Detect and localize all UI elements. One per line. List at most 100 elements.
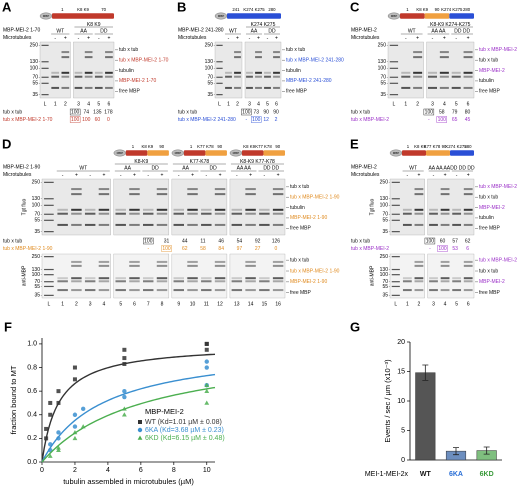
quant-box [251, 116, 262, 123]
point [122, 388, 127, 394]
band [156, 223, 168, 226]
point [121, 412, 127, 417]
band [61, 71, 70, 74]
band-label: MBP-MEI-2 [479, 68, 505, 74]
microtubule-sign: + [87, 35, 90, 41]
domain-segment [183, 150, 206, 156]
band [129, 223, 140, 226]
band-label: tub x tub [290, 184, 309, 190]
band-label: free MBP [479, 226, 501, 232]
quant-value: 100 [144, 238, 153, 244]
band [463, 51, 473, 54]
band [440, 289, 450, 292]
error-bar [422, 364, 429, 381]
band [201, 223, 212, 226]
band [245, 260, 256, 263]
blot-label: anti-MBP [369, 265, 375, 286]
band [84, 212, 96, 215]
band [84, 71, 93, 74]
band [234, 51, 241, 54]
band [245, 280, 256, 283]
ladder-band [216, 44, 223, 46]
x-tick-label: WT [420, 471, 432, 478]
row-label: Microtubules [178, 35, 207, 41]
diagram-label: 90 [159, 144, 164, 149]
band [273, 86, 280, 89]
band [201, 208, 212, 211]
gel [426, 41, 475, 99]
band [173, 208, 184, 211]
microtubule-sign: + [64, 35, 67, 41]
band [440, 193, 450, 196]
band-label: tub x tub [119, 47, 138, 53]
diagram-label: K274 K275 [243, 7, 265, 12]
band [71, 208, 82, 211]
mw-label: 70 [207, 75, 213, 81]
band [246, 86, 253, 89]
band-label: tub x MBP-MEI-2 [479, 47, 517, 53]
error-bar [483, 446, 490, 455]
lane-number: 6 [275, 101, 278, 107]
ladder-band [391, 213, 400, 215]
x-axis-label: tubulin assembled in microtubules (µM) [63, 477, 194, 486]
band [98, 193, 110, 196]
microtubule-sign: - [120, 172, 122, 178]
domain-segment [205, 150, 227, 156]
diagram-label: 90 [435, 7, 440, 12]
band-label: tub x tub [479, 195, 498, 201]
mw-label: 55 [32, 81, 38, 87]
group-label: DD [100, 28, 108, 34]
band [129, 260, 140, 263]
group-label: AA AA AA [428, 165, 450, 171]
diagram-label: 1 [406, 7, 409, 12]
lane-number: 5 [455, 301, 458, 307]
point [48, 442, 53, 447]
band [231, 289, 243, 292]
mw-label: 55 [380, 81, 386, 87]
quant-box [436, 116, 447, 123]
gel-header: K8 K9 [87, 22, 101, 28]
group-label: DD DD [454, 28, 470, 34]
domain-segment [241, 150, 264, 156]
diagram-label: 1 [190, 144, 193, 149]
band [463, 193, 473, 196]
mw-label: 250 [32, 180, 41, 186]
x-tick-label: 6 [139, 467, 143, 474]
band [98, 289, 110, 292]
band [427, 71, 438, 74]
band [272, 208, 284, 211]
gel [41, 253, 111, 299]
mw-label: 35 [382, 293, 388, 299]
mw-label: 55 [207, 81, 213, 87]
band [463, 223, 473, 226]
band [440, 212, 450, 215]
band [463, 188, 473, 191]
band [272, 188, 284, 191]
quant-value: 90 [273, 109, 279, 115]
band [57, 223, 68, 226]
quant-box [423, 108, 435, 116]
band [129, 208, 140, 211]
quant-label: tub x tub [351, 238, 370, 244]
band [84, 86, 93, 89]
legend-marker [137, 435, 143, 440]
group-label: AA AA [431, 28, 446, 34]
band [440, 260, 450, 263]
band [143, 289, 154, 292]
gel [389, 178, 425, 236]
group-label: DD [210, 165, 218, 171]
quant-value: 12 [263, 117, 269, 123]
band [84, 56, 93, 59]
band-label: tub x MBP-MEI-2 [479, 257, 517, 263]
mw-label: 70 [34, 279, 40, 285]
lane-number: L [47, 301, 50, 307]
band [463, 208, 473, 211]
point [72, 424, 78, 429]
microtubule-sign: - [407, 172, 409, 178]
quant-value: 100 [426, 238, 435, 244]
mw-label: 100 [205, 66, 214, 72]
band [71, 289, 82, 292]
domain-segment [450, 150, 474, 156]
mw-label: 70 [382, 279, 388, 285]
point [56, 389, 61, 394]
